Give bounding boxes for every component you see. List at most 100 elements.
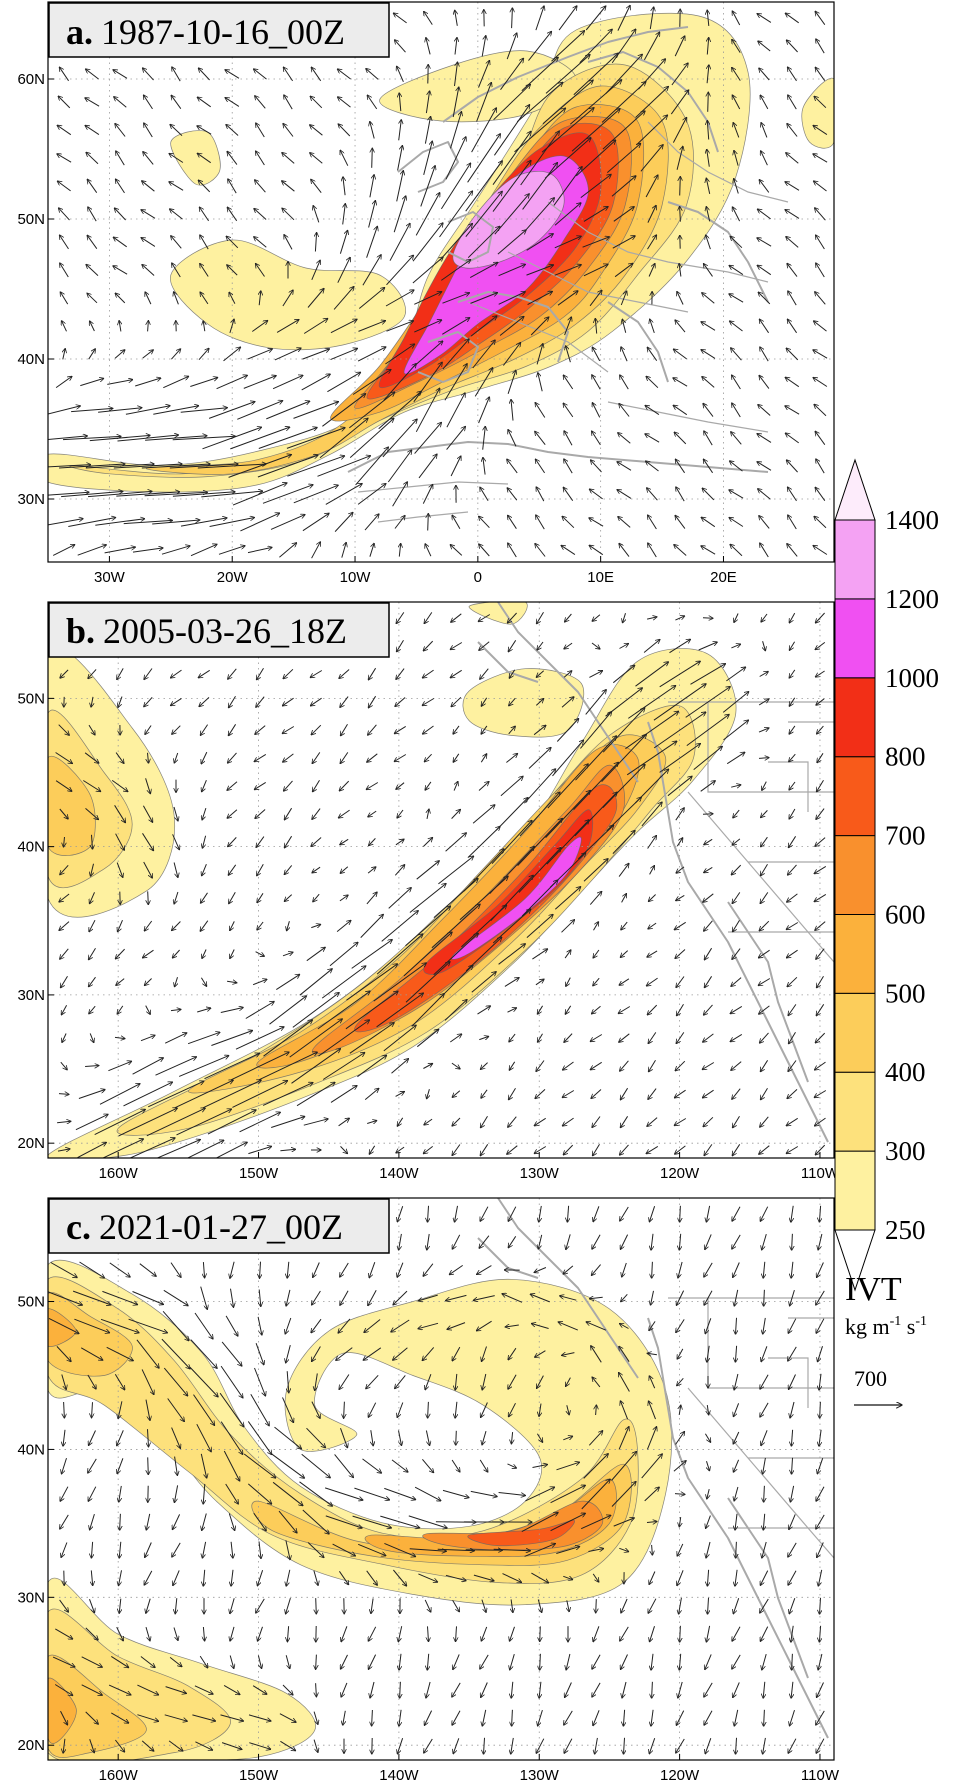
ivt-vector <box>673 349 687 360</box>
ivt-vector <box>322 394 365 427</box>
ivt-vector <box>55 780 72 792</box>
ivt-vector <box>357 347 386 362</box>
ivt-vector <box>528 748 551 769</box>
panel-c: 160W 150W 140W 130W 120W 110W 20N 30N 40N 50N c.… <box>17 1197 840 1782</box>
ivt-vector <box>680 177 681 196</box>
ivt-vector <box>228 455 292 478</box>
ivt-vector <box>702 293 715 304</box>
ivt-vector <box>87 235 98 249</box>
ivt-vector <box>785 433 799 444</box>
ivt-vector <box>623 613 626 623</box>
ivt-vector <box>59 808 68 819</box>
ivt-vector <box>68 518 115 527</box>
ivt-vector <box>83 780 100 792</box>
ivt-vector <box>362 255 381 286</box>
ivt-vector <box>144 668 153 680</box>
ivt-vector <box>563 375 574 390</box>
ivt-vector <box>732 39 741 53</box>
ivt-vector <box>498 292 526 305</box>
ivt-vector <box>585 690 607 715</box>
ivt-vector <box>310 153 323 164</box>
ivt-vector <box>394 754 407 762</box>
ivt-vector <box>659 661 701 688</box>
ivt-vector <box>255 96 266 109</box>
ivt-vector <box>561 545 576 556</box>
ivt-vector <box>526 234 554 251</box>
ivt-vector <box>617 5 630 31</box>
ivt-vector <box>722 692 749 713</box>
ivt-vector <box>814 404 827 417</box>
ivt-vector <box>564 459 573 474</box>
ivt-vector <box>478 60 490 88</box>
ivt-vector <box>311 542 321 559</box>
ivt-vector <box>116 492 179 497</box>
panel-a-date: 1987-10-16_00Z <box>101 12 345 52</box>
ivt-vector <box>116 151 125 166</box>
ivt-vector <box>556 719 578 742</box>
ivt-vector <box>589 545 604 556</box>
ivt-vector <box>293 485 338 504</box>
ivt-vector <box>113 464 182 469</box>
ivt-vector <box>815 11 826 25</box>
ivt-vector <box>815 292 826 305</box>
ivt-vector <box>467 134 501 183</box>
ivt-vector <box>670 90 688 115</box>
colorbar-swatch-800 <box>834 677 876 758</box>
ivt-vector <box>115 124 126 137</box>
colorbar-swatch-300 <box>834 1071 876 1152</box>
ivt-vector <box>787 124 798 137</box>
panel-a: 30W 20W 10W 0 10E 20E 30N 40N 50N 60N a. 1987-10-… <box>17 1 835 586</box>
ivt-vector <box>228 668 237 679</box>
ivt-vector <box>674 432 687 445</box>
ivt-vector <box>415 388 439 433</box>
ivt-vector <box>762 781 767 791</box>
ivt-vector <box>123 520 173 525</box>
ivt-vector <box>816 698 825 705</box>
ivt-vector <box>91 696 93 707</box>
y-tick-label: 30N <box>17 491 45 508</box>
ivt-vector <box>145 778 151 793</box>
ivt-vector <box>200 724 209 736</box>
ivt-vector <box>732 375 741 390</box>
ivt-vector <box>198 669 210 677</box>
ivt-vector <box>536 670 545 678</box>
ivt-vector <box>732 207 741 222</box>
ivt-vector <box>60 263 69 278</box>
ivt-vector <box>760 543 769 558</box>
ivt-vector <box>60 235 69 250</box>
ivt-contour-250 <box>801 77 834 149</box>
ivt-vector <box>622 319 627 333</box>
ivt-vector <box>114 208 126 221</box>
ivt-vector <box>209 518 255 527</box>
ivt-vector <box>649 7 653 30</box>
ivt-vector <box>312 752 321 763</box>
ivt-vector <box>674 545 687 556</box>
ivt-vector <box>700 781 716 792</box>
ivt-vector <box>418 454 437 479</box>
ivt-vector <box>596 1599 597 1613</box>
ivt-vector <box>589 290 602 307</box>
colorbar-swatch-500 <box>834 913 876 994</box>
ivt-vector <box>227 151 238 165</box>
reference-vector-label: 700 <box>854 1366 887 1391</box>
ivt-vector <box>104 547 136 554</box>
ivt-vector <box>731 785 741 787</box>
ivt-vector <box>148 321 149 332</box>
ivt-vector <box>270 515 305 530</box>
ivt-vector <box>372 148 373 168</box>
ivt-vector <box>227 781 238 791</box>
ivt-vector <box>698 642 718 651</box>
panel-c-letter: c. <box>66 1207 91 1247</box>
ivt-vector <box>786 237 799 248</box>
ivt-vector <box>395 40 406 53</box>
ivt-vector <box>729 518 744 527</box>
ivt-vector <box>645 175 658 198</box>
panel-b-date: 2005-03-26_18Z <box>103 611 347 651</box>
ivt-vector <box>198 180 211 193</box>
colorbar-over-triangle <box>834 458 876 521</box>
colorbar-swatch-1000 <box>834 598 876 679</box>
ivt-vector <box>595 318 596 334</box>
ivt-vector <box>325 484 362 505</box>
ivt-vector <box>816 39 825 54</box>
ivt-vector <box>135 378 161 387</box>
